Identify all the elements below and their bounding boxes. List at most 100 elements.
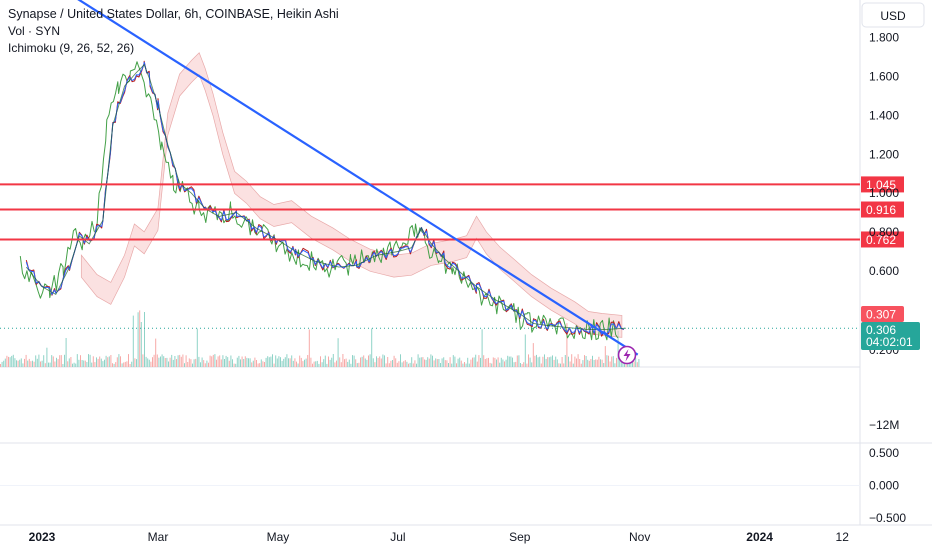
volume-bar <box>132 315 134 367</box>
alert-bolt <box>623 349 631 362</box>
volume-bar <box>137 312 139 367</box>
volume-bar <box>155 338 157 367</box>
volume-indicator-label[interactable]: Vol · SYN <box>8 24 61 38</box>
ichimoku-indicator-label[interactable]: Ichimoku (9, 26, 52, 26) <box>8 41 135 55</box>
volume-bar <box>219 355 221 367</box>
volume-bar <box>456 363 457 367</box>
volume-bar <box>409 362 411 367</box>
volume-bar <box>398 361 400 367</box>
volume-bar <box>393 355 395 367</box>
volume-bar <box>321 362 323 367</box>
volume-bar <box>232 359 233 367</box>
volume-bar <box>430 354 432 367</box>
volume-bar <box>476 361 478 367</box>
volume-bar <box>196 328 198 367</box>
volume-bar <box>452 355 454 367</box>
volume-bar <box>104 359 105 367</box>
volume-bar <box>547 357 549 367</box>
volume-bar <box>243 359 245 367</box>
volume-bar <box>36 358 38 367</box>
volume-bar <box>248 358 249 367</box>
volume-bar <box>371 328 373 367</box>
volume-bar <box>368 355 369 367</box>
volume-bar <box>508 356 510 367</box>
volume-bar <box>459 357 461 367</box>
volume-bar <box>246 357 248 367</box>
volume-bar <box>297 363 299 367</box>
volume-bar <box>388 363 390 367</box>
volume-bar <box>497 357 499 367</box>
volume-bar <box>408 363 409 367</box>
volume-bar <box>561 357 563 367</box>
volume-bar <box>280 357 281 367</box>
volume-bar <box>569 361 571 367</box>
currency-selector[interactable]: USD <box>861 2 925 28</box>
volume-bar <box>52 356 54 367</box>
volume-bar <box>384 355 385 367</box>
volume-bar <box>73 362 75 367</box>
volume-bar <box>593 360 595 367</box>
volume-bar <box>374 362 376 367</box>
volume-bar <box>332 354 334 367</box>
prev-close-label: 0.307 <box>866 308 896 322</box>
volume-bar <box>611 356 613 367</box>
volume-bar <box>166 357 168 367</box>
volume-bar <box>478 355 480 367</box>
volume-bar <box>179 354 181 367</box>
volume-bar <box>76 354 78 367</box>
volume-bar <box>62 364 64 367</box>
volume-bar <box>385 363 387 367</box>
volume-bar <box>472 357 473 367</box>
volume-bar <box>160 356 161 367</box>
volume-bar <box>16 360 17 367</box>
volume-bar <box>70 357 72 367</box>
volume-bar <box>539 356 541 367</box>
volume-bar <box>552 355 553 367</box>
volume-bar <box>451 363 453 367</box>
volume-bar <box>184 363 185 367</box>
volume-bar <box>0 364 1 367</box>
volume-bar <box>270 356 272 367</box>
volume-bar <box>560 363 561 367</box>
volume-bar <box>475 354 477 367</box>
volume-bar <box>38 354 40 367</box>
volume-bar <box>462 363 464 367</box>
volume-bar <box>252 360 254 367</box>
volume-bar <box>80 355 81 367</box>
resistance-tag-label-2: 0.762 <box>866 233 896 247</box>
volume-bar <box>126 361 128 367</box>
resistance-tag-1 <box>861 201 904 218</box>
volume-bar <box>516 355 518 367</box>
price-tick-label: 1.600 <box>869 69 899 83</box>
volume-bar <box>467 357 469 367</box>
volume-bar <box>105 355 107 367</box>
volume-bar <box>142 354 144 367</box>
volume-bar <box>350 363 352 367</box>
volume-bar <box>331 357 333 367</box>
volume-bar <box>153 354 155 367</box>
volume-bar <box>217 356 219 367</box>
volume-bar <box>19 359 21 367</box>
volume-bar <box>419 357 421 367</box>
volume-bar <box>86 362 88 367</box>
volume-bar <box>590 359 592 367</box>
volume-bar <box>422 357 424 367</box>
volume-bar <box>222 355 224 367</box>
volume-bar <box>428 358 430 367</box>
volume-bar <box>348 359 350 367</box>
volume-bar <box>294 358 296 367</box>
volume-bar <box>480 357 481 367</box>
volume-bar <box>494 357 496 367</box>
volume-bar <box>17 360 19 367</box>
volume-bar <box>609 361 611 367</box>
volume-bar <box>265 357 267 367</box>
volume-bar <box>400 354 401 367</box>
volume-bar <box>387 357 389 367</box>
volume-bar <box>172 359 174 367</box>
volume-bar <box>481 329 483 367</box>
volume-bar <box>382 354 384 367</box>
lightning-icon[interactable] <box>617 345 637 365</box>
volume-bar <box>531 362 533 367</box>
